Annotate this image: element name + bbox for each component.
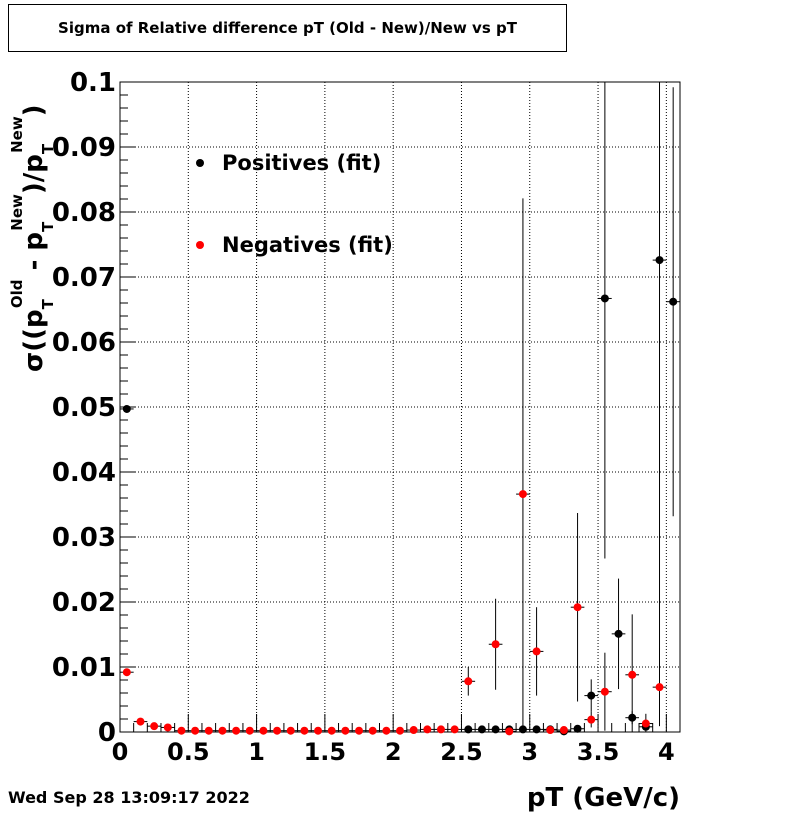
data-point	[628, 670, 637, 679]
x-tick-labels: 0 0.5 1 1.5 2 2.5 3 3.5 4	[112, 738, 675, 766]
data-point	[450, 725, 459, 734]
x-tick-label: 2.5	[440, 738, 483, 766]
data-point	[122, 668, 131, 677]
chart-title: Sigma of Relative difference pT (Old - N…	[58, 19, 517, 37]
y-tick-label: 0.05	[52, 393, 116, 423]
data-point	[491, 640, 500, 649]
y-tick-label: 0.06	[52, 328, 116, 358]
data-point	[136, 717, 145, 726]
legend-label-positives: Positives (fit)	[222, 151, 381, 175]
y-tick-label: 0.04	[52, 458, 116, 488]
data-point	[314, 726, 323, 735]
data-point	[423, 725, 432, 734]
data-point	[477, 725, 486, 734]
data-point	[669, 297, 678, 306]
series-0	[120, 82, 680, 736]
data-point	[341, 726, 350, 735]
y-tick-labels: 0 0.01 0.02 0.03 0.04 0.05 0.06 0.07 0.08 0.09 0.1	[52, 68, 116, 748]
x-tick-label: 3.5	[577, 738, 620, 766]
legend: Positives (fit) Negatives (fit)	[196, 151, 393, 257]
data-point	[505, 727, 514, 736]
y-tick-label: 0.01	[52, 653, 116, 683]
data-point	[382, 726, 391, 735]
data-point	[122, 404, 131, 413]
data-point	[587, 691, 596, 700]
data-point	[286, 726, 295, 735]
data-point	[150, 722, 159, 731]
data-points	[120, 82, 680, 736]
data-point	[655, 256, 664, 265]
data-point	[518, 490, 527, 499]
x-axis-label: pT (GeV/c)	[527, 783, 680, 813]
series-1	[120, 198, 667, 736]
data-point	[532, 647, 541, 656]
y-tick-label: 0.02	[52, 588, 116, 618]
data-point	[191, 726, 200, 735]
data-point	[573, 603, 582, 612]
x-tick-label: 1.5	[304, 738, 347, 766]
x-tick-label: 2	[385, 738, 402, 766]
data-point	[368, 726, 377, 735]
data-point	[546, 726, 555, 735]
grid-lines	[120, 82, 680, 732]
data-point	[218, 726, 227, 735]
data-point	[300, 726, 309, 735]
y-tick-label: 0.03	[52, 523, 116, 553]
y-tick-label: 0.08	[52, 198, 116, 228]
data-point	[163, 723, 172, 732]
data-point	[177, 726, 186, 735]
data-point	[641, 719, 650, 728]
datestamp: Wed Sep 28 13:09:17 2022	[8, 788, 250, 807]
y-tick-label: 0	[98, 718, 116, 748]
data-point	[573, 724, 582, 733]
data-point	[204, 726, 213, 735]
data-point	[245, 726, 254, 735]
x-tick-label: 0.5	[167, 738, 210, 766]
data-point	[396, 726, 404, 735]
data-point	[587, 715, 596, 724]
data-point	[273, 726, 282, 735]
x-tick-label: 0	[112, 738, 129, 766]
x-tick-label: 4	[658, 738, 675, 766]
data-point	[355, 726, 364, 735]
data-point	[464, 725, 473, 734]
legend-marker-negatives	[196, 241, 204, 249]
data-point	[259, 726, 268, 735]
y-tick-label: 0.1	[70, 68, 116, 98]
data-point	[655, 683, 664, 692]
y-axis-label: σ((pTOld - pTNew)/pTNew)	[8, 104, 57, 372]
data-point	[327, 726, 336, 735]
data-point	[464, 677, 473, 686]
y-tick-label: 0.07	[52, 263, 116, 293]
y-tick-label: 0.09	[52, 133, 116, 163]
data-point	[600, 687, 609, 696]
x-tick-label: 1	[248, 738, 265, 766]
data-point	[532, 725, 541, 734]
data-point	[600, 294, 609, 303]
data-point	[491, 725, 500, 734]
x-tick-label: 3	[521, 738, 538, 766]
legend-marker-positives	[196, 159, 204, 167]
legend-label-negatives: Negatives (fit)	[222, 233, 393, 257]
data-point	[559, 726, 568, 735]
data-point	[436, 725, 445, 734]
chart-title-box: Sigma of Relative difference pT (Old - N…	[8, 4, 567, 52]
data-point	[409, 726, 418, 735]
data-point	[614, 629, 623, 638]
svg-text:σ((pTOld - pTNew)/pTNew): σ((pTOld - pTNew)/pTNew)	[8, 104, 57, 372]
data-point	[232, 726, 241, 735]
